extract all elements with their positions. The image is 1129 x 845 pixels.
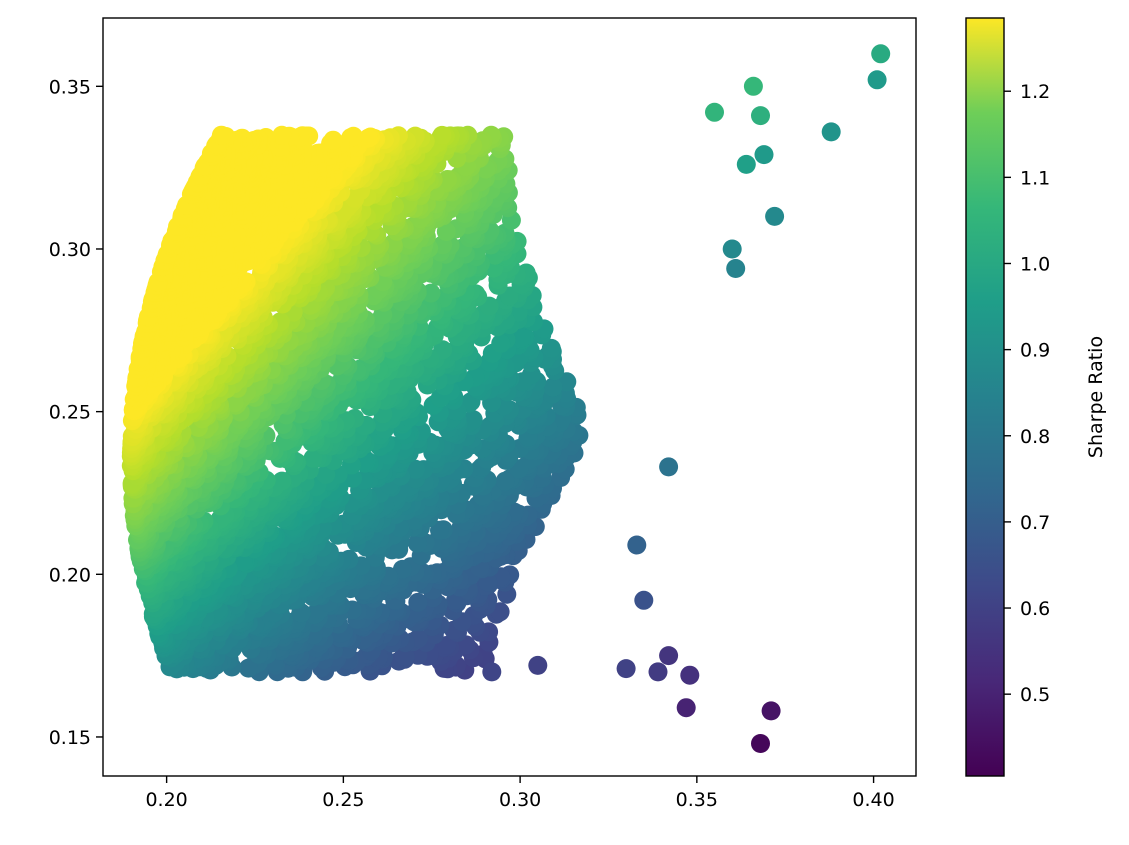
scatter-point bbox=[392, 559, 412, 579]
scatter-point bbox=[211, 125, 231, 145]
scatter-point bbox=[323, 130, 343, 150]
scatter-point bbox=[482, 662, 502, 682]
colorbar-label: Sharpe Ratio bbox=[1085, 336, 1107, 458]
y-tick-label: 0.20 bbox=[49, 564, 91, 586]
scatter-point bbox=[407, 533, 427, 553]
x-tick-label: 0.25 bbox=[322, 789, 364, 811]
x-tick-label: 0.40 bbox=[852, 789, 894, 811]
scatter-point bbox=[528, 655, 548, 675]
colorbar bbox=[965, 17, 1005, 777]
y-axis-ticks: 0.15 0.20 0.25 0.30 0.35 bbox=[49, 76, 103, 749]
y-tick-label: 0.15 bbox=[49, 727, 91, 749]
scatter-point bbox=[680, 665, 700, 685]
scatter-point bbox=[751, 734, 770, 753]
scatter-point bbox=[224, 393, 244, 413]
colorbar-tick-label: 0.5 bbox=[1020, 684, 1050, 706]
scatter-point bbox=[430, 520, 449, 540]
scatter-point bbox=[272, 125, 292, 145]
scatter-point bbox=[495, 471, 515, 491]
scatter-point bbox=[761, 701, 781, 721]
scatter-point bbox=[659, 646, 679, 666]
scatter-point bbox=[437, 170, 457, 189]
scatter-point bbox=[867, 70, 887, 90]
scatter-point bbox=[751, 106, 770, 126]
scatter-point bbox=[627, 535, 647, 555]
scatter-point bbox=[432, 125, 452, 145]
colorbar-ticks: 0.5 0.6 0.7 0.8 0.9 1.0 1.1 1.2 bbox=[1004, 81, 1050, 706]
scatter-point bbox=[736, 154, 756, 174]
colorbar-tick-label: 1.1 bbox=[1020, 167, 1050, 189]
scatter-point bbox=[676, 698, 696, 718]
scatter-point bbox=[659, 457, 679, 477]
scatter-point bbox=[491, 334, 511, 353]
scatter-point bbox=[726, 259, 746, 278]
y-tick-label: 0.25 bbox=[49, 402, 91, 424]
scatter-point bbox=[821, 122, 841, 142]
scatter-point bbox=[437, 636, 457, 655]
scatter-point bbox=[754, 145, 774, 165]
scatter-point bbox=[871, 44, 891, 64]
x-axis-ticks: 0.20 0.25 0.30 0.35 0.40 bbox=[145, 776, 895, 811]
scatter-point bbox=[541, 338, 561, 358]
scatter-point bbox=[743, 76, 763, 96]
scatter-point bbox=[406, 459, 425, 479]
y-tick-label: 0.35 bbox=[49, 76, 91, 98]
scatter-point bbox=[233, 552, 253, 572]
y-tick-label: 0.30 bbox=[49, 239, 91, 261]
colorbar-tick-label: 0.8 bbox=[1020, 426, 1050, 448]
colorbar-tick-label: 0.9 bbox=[1020, 340, 1050, 362]
scatter-point bbox=[511, 328, 531, 348]
scatter-point bbox=[303, 448, 323, 468]
colorbar-tick-label: 0.6 bbox=[1020, 598, 1050, 620]
scatter-point bbox=[722, 239, 742, 259]
x-tick-label: 0.35 bbox=[676, 789, 718, 811]
scatter-point bbox=[634, 590, 654, 610]
scatter-point bbox=[705, 102, 724, 122]
colorbar-tick-label: 1.0 bbox=[1020, 253, 1050, 275]
scatter-point bbox=[543, 377, 563, 397]
x-tick-label: 0.20 bbox=[145, 789, 187, 811]
scatter-points bbox=[121, 44, 891, 753]
scatter-point bbox=[648, 662, 668, 682]
scatter-point bbox=[421, 283, 441, 303]
scatter-point bbox=[408, 592, 428, 612]
x-tick-label: 0.30 bbox=[499, 789, 541, 811]
scatter-point bbox=[239, 658, 258, 678]
scatter-point bbox=[616, 659, 636, 679]
scatter-point bbox=[765, 206, 785, 226]
plot-frame bbox=[102, 17, 917, 777]
colorbar-tick-label: 0.7 bbox=[1020, 512, 1050, 534]
colorbar-tick-label: 1.2 bbox=[1020, 81, 1050, 103]
